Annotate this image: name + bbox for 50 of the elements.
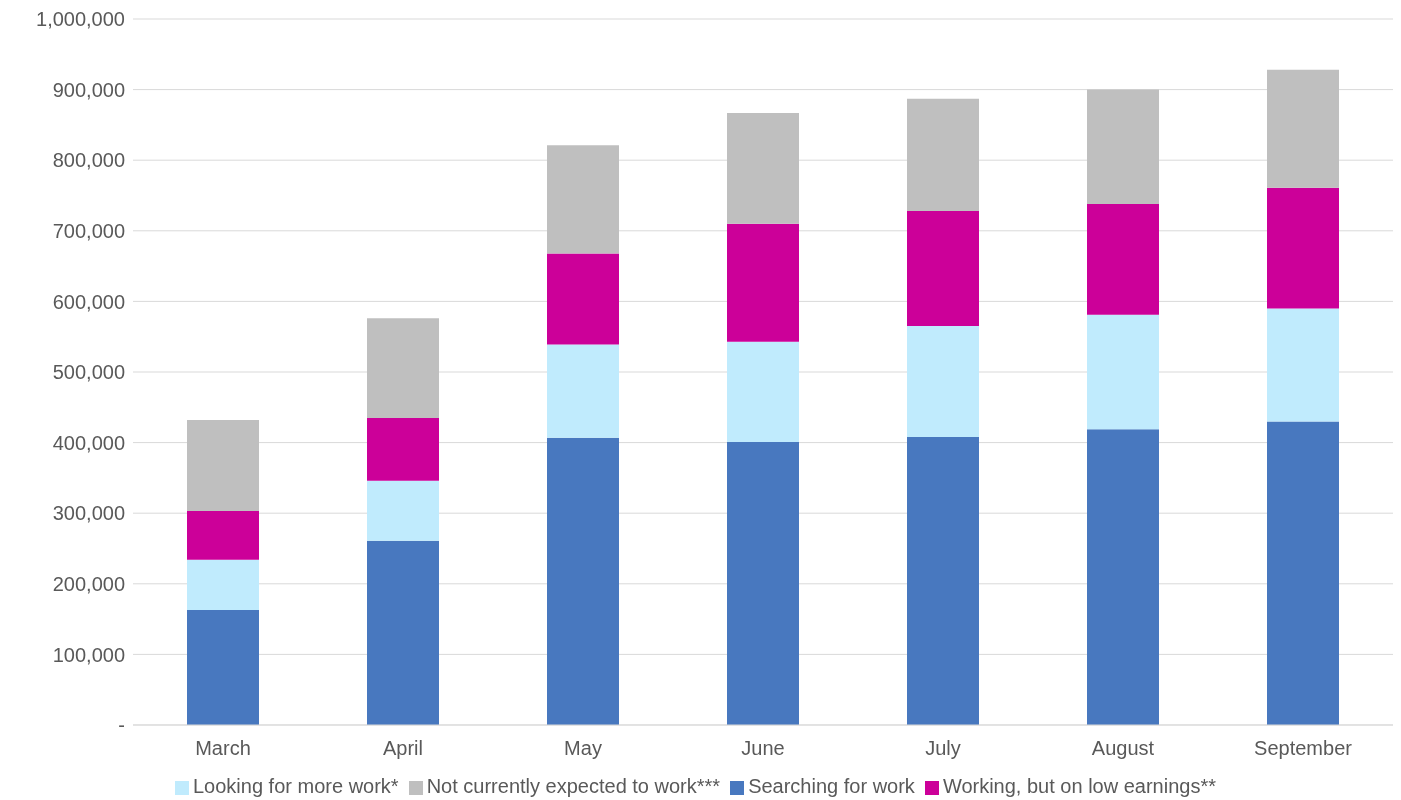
bar xyxy=(1087,203,1159,315)
y-tick-label: 300,000 xyxy=(52,502,125,525)
x-tick-label: September xyxy=(1254,737,1353,760)
bar xyxy=(1267,421,1339,725)
bar xyxy=(547,253,619,345)
y-tick-label: 100,000 xyxy=(52,643,125,666)
x-tick-label: June xyxy=(741,737,785,760)
bar xyxy=(727,441,799,725)
bar xyxy=(727,112,799,224)
bar xyxy=(1267,69,1339,188)
legend-label: Looking for more work* xyxy=(193,775,399,797)
bar xyxy=(907,211,979,327)
bar xyxy=(367,540,439,725)
y-tick-label: 900,000 xyxy=(52,78,125,101)
y-tick-label: 1,000,000 xyxy=(36,8,125,31)
y-tick-label: 600,000 xyxy=(52,290,125,313)
y-tick-label: 800,000 xyxy=(52,149,125,172)
bar xyxy=(907,98,979,212)
bar xyxy=(727,341,799,442)
bar xyxy=(907,326,979,437)
y-tick-label: - xyxy=(118,714,125,737)
bar xyxy=(1087,429,1159,725)
x-tick-label: March xyxy=(195,737,251,760)
x-tick-label: April xyxy=(382,737,424,760)
bar xyxy=(547,344,619,438)
legend-label: Searching for work xyxy=(748,775,915,797)
bar xyxy=(367,318,439,418)
x-tick-label: August xyxy=(1091,737,1155,760)
bar xyxy=(1267,308,1339,422)
y-tick-label: 700,000 xyxy=(52,219,125,242)
bar xyxy=(187,420,259,512)
bar xyxy=(547,145,619,254)
bar xyxy=(1087,314,1159,430)
bar xyxy=(907,436,979,725)
bar xyxy=(1087,89,1159,204)
x-tick-label: July xyxy=(925,737,961,760)
y-tick-label: 500,000 xyxy=(52,361,125,384)
bar xyxy=(367,417,439,481)
bar xyxy=(727,223,799,342)
bar xyxy=(547,437,619,725)
bar xyxy=(1267,187,1339,309)
legend-label: Not currently expected to work*** xyxy=(426,775,721,797)
bar xyxy=(187,559,259,610)
x-tick-label: May xyxy=(564,737,602,760)
bar xyxy=(367,480,439,541)
bar xyxy=(187,511,259,560)
y-tick-label: 400,000 xyxy=(52,431,125,454)
bar xyxy=(187,609,259,725)
legend-label: Working, but on low earnings** xyxy=(942,775,1216,797)
y-tick-label: 200,000 xyxy=(52,572,125,595)
